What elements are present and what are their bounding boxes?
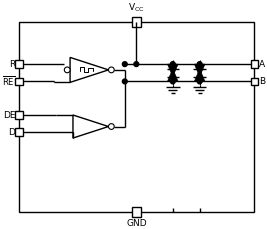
Polygon shape <box>70 57 108 82</box>
Polygon shape <box>194 64 205 77</box>
Text: A: A <box>259 60 265 69</box>
Circle shape <box>134 62 139 66</box>
Bar <box>15 60 23 68</box>
Circle shape <box>197 79 202 84</box>
Circle shape <box>122 79 127 84</box>
Circle shape <box>197 62 202 66</box>
Bar <box>250 78 258 85</box>
Circle shape <box>122 62 127 66</box>
Polygon shape <box>73 115 108 138</box>
Text: DE: DE <box>3 111 15 120</box>
Text: R: R <box>9 60 15 69</box>
Circle shape <box>64 67 70 73</box>
Bar <box>19 22 254 212</box>
Polygon shape <box>194 69 205 81</box>
Circle shape <box>170 79 175 84</box>
Text: GND: GND <box>126 219 147 228</box>
Text: $\overline{\mathrm{RE}}$: $\overline{\mathrm{RE}}$ <box>2 74 15 88</box>
Bar <box>132 207 141 217</box>
Bar <box>15 78 23 85</box>
Polygon shape <box>167 69 178 81</box>
Bar <box>132 17 141 27</box>
Bar <box>250 60 258 68</box>
Text: D: D <box>9 128 15 137</box>
Text: B: B <box>259 77 265 86</box>
Polygon shape <box>167 64 178 77</box>
Text: V$_{\mathregular{CC}}$: V$_{\mathregular{CC}}$ <box>128 2 145 14</box>
Circle shape <box>108 67 114 73</box>
Bar <box>15 128 23 136</box>
Circle shape <box>108 124 114 129</box>
Bar <box>15 111 23 119</box>
Circle shape <box>170 62 175 66</box>
